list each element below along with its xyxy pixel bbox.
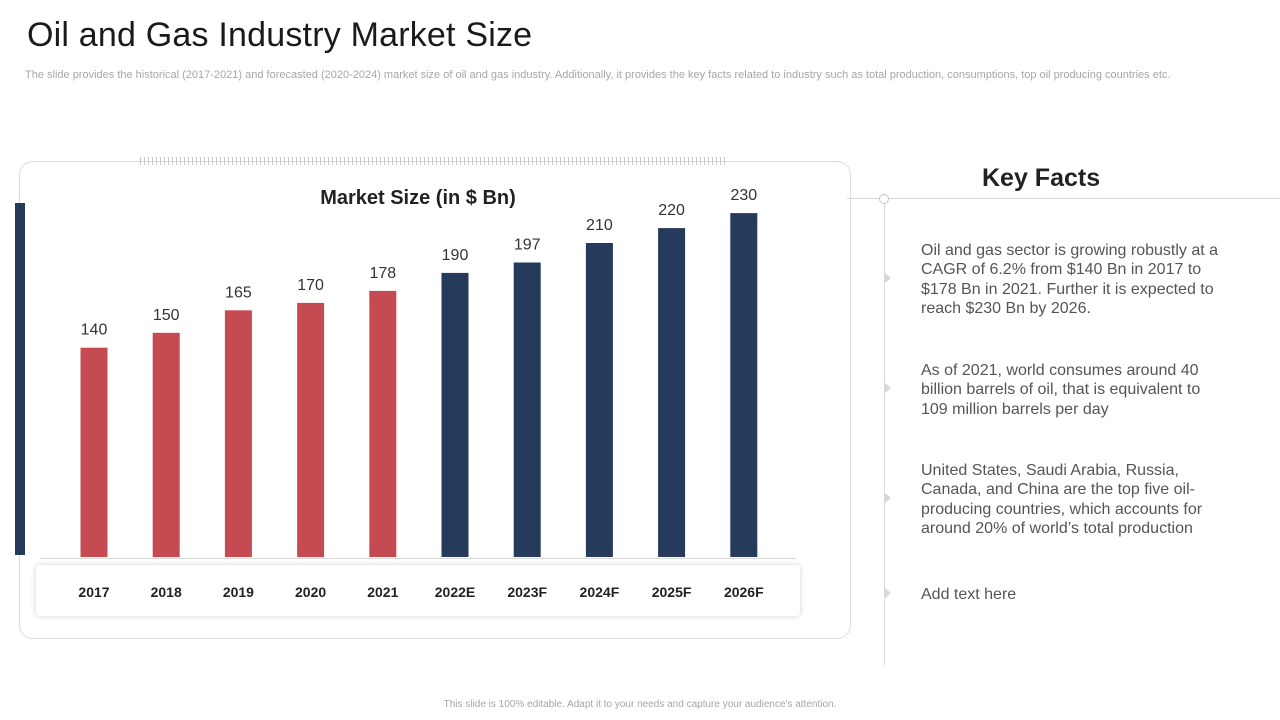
key-facts-divider bbox=[847, 198, 1280, 199]
tick-label-2018: 2018 bbox=[151, 584, 182, 600]
x-axis-label-panel bbox=[36, 565, 800, 616]
fact-arrow-icon bbox=[885, 383, 891, 393]
slide-subtitle: The slide provides the historical (2017-… bbox=[25, 69, 1171, 81]
fact-arrow-icon bbox=[885, 588, 891, 598]
bar-2025F bbox=[658, 228, 686, 557]
bar-2021 bbox=[369, 290, 397, 557]
data-label-2023F: 197 bbox=[514, 237, 541, 254]
slide-title: Oil and Gas Industry Market Size bbox=[27, 16, 533, 54]
bar-2018 bbox=[152, 332, 180, 558]
tick-label-2022E: 2022E bbox=[435, 584, 475, 600]
bar-2023F bbox=[513, 262, 541, 557]
data-label-2025F: 220 bbox=[658, 202, 685, 219]
key-fact-1: Oil and gas sector is growing robustly a… bbox=[921, 242, 1219, 317]
data-label-2021: 178 bbox=[369, 265, 396, 282]
chart-title: Market Size (in $ Bn) bbox=[320, 187, 516, 209]
slide-footer: This slide is 100% editable. Adapt it to… bbox=[443, 699, 837, 710]
key-fact-3: United States, Saudi Arabia, Russia, Can… bbox=[921, 462, 1203, 537]
key-facts-title: Key Facts bbox=[982, 164, 1101, 192]
timeline-dot bbox=[879, 194, 889, 204]
bar-2026F bbox=[730, 213, 758, 557]
data-label-2018: 150 bbox=[153, 307, 180, 324]
tick-label-2023F: 2023F bbox=[507, 584, 547, 600]
data-label-2024F: 210 bbox=[586, 217, 613, 234]
data-label-2017: 140 bbox=[81, 322, 108, 339]
bar-2022E bbox=[441, 272, 469, 557]
decorative-accent-bar bbox=[15, 203, 25, 555]
tick-label-2025F: 2025F bbox=[652, 584, 692, 600]
data-label-2019: 165 bbox=[225, 284, 252, 301]
bar-2020 bbox=[297, 302, 325, 558]
data-label-2022E: 190 bbox=[442, 247, 469, 264]
fact-arrow-icon bbox=[885, 273, 891, 283]
tick-label-2019: 2019 bbox=[223, 584, 254, 600]
bar-2024F bbox=[585, 243, 613, 557]
tick-label-2017: 2017 bbox=[78, 584, 109, 600]
bar-2017 bbox=[80, 347, 108, 557]
fact-arrow-icon bbox=[885, 493, 891, 503]
key-fact-4: Add text here bbox=[921, 586, 1017, 603]
tick-label-2026F: 2026F bbox=[724, 584, 764, 600]
key-facts-timeline bbox=[884, 203, 885, 665]
bar-2019 bbox=[224, 310, 252, 557]
decorative-hatch-strip bbox=[140, 157, 726, 165]
tick-label-2021: 2021 bbox=[367, 584, 398, 600]
tick-label-2020: 2020 bbox=[295, 584, 326, 600]
tick-label-2024F: 2024F bbox=[580, 584, 620, 600]
data-label-2026F: 230 bbox=[730, 187, 757, 204]
data-label-2020: 170 bbox=[297, 277, 324, 294]
key-fact-2: As of 2021, world consumes around 40 bil… bbox=[921, 362, 1201, 418]
market-size-chart: Market Size (in $ Bn) 140 2017 150 2018 165 2… bbox=[40, 187, 796, 600]
